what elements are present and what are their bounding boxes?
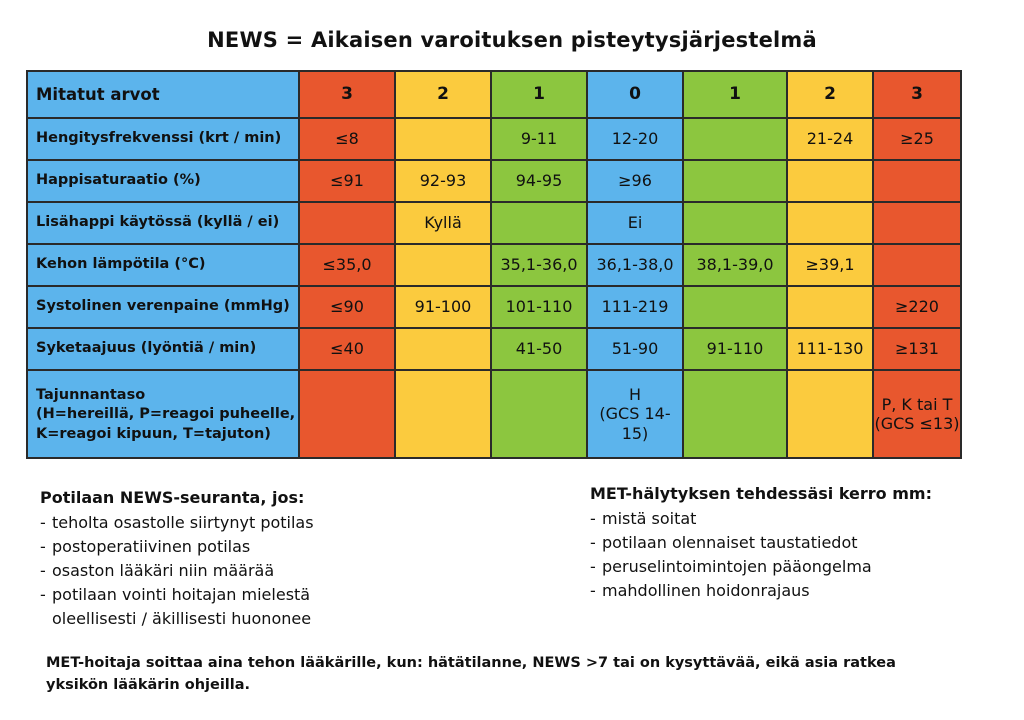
table-cell: ≤90: [298, 285, 396, 329]
table-cell: [682, 285, 788, 329]
score-header: 3: [872, 70, 962, 119]
row-label: Systolinen verenpaine (mmHg): [26, 285, 300, 329]
table-cell: 92-93: [394, 159, 492, 203]
table-cell: [786, 285, 874, 329]
table-cell: [872, 243, 962, 287]
table-cell: 38,1-39,0: [682, 243, 788, 287]
row-label: Lisähappi käytössä (kyllä / ei): [26, 201, 300, 245]
page-title: NEWS = Aikaisen varoituksen pisteytysjär…: [207, 28, 817, 52]
score-header: 2: [394, 70, 492, 119]
score-header: 2: [786, 70, 874, 119]
table-cell: [786, 159, 874, 203]
row-label-line: K=reagoi kipuun, T=tajuton): [36, 425, 271, 442]
row-label: Hengitysfrekvenssi (krt / min): [26, 117, 300, 161]
row-label: Syketaajuus (lyöntiä / min): [26, 327, 300, 371]
table-cell: 36,1-38,0: [586, 243, 684, 287]
table-cell: ≥25: [872, 117, 962, 161]
table-cell: 35,1-36,0: [490, 243, 588, 287]
table-cell: [682, 369, 788, 459]
table-row: Syketaajuus (lyöntiä / min) ≤40 41-50 51-90…: [26, 327, 962, 371]
table-row: Kehon lämpötila (°C) ≤35,0 35,1-36,0 36,1-3…: [26, 243, 962, 287]
list-item: potilaan vointi hoitajan mielestä oleell…: [40, 583, 352, 631]
list-item: potilaan olennaiset taustatiedot: [590, 531, 990, 555]
table-cell: [872, 201, 962, 245]
table-cell: [872, 159, 962, 203]
table-row: Hengitysfrekvenssi (krt / min) ≤8 9-11 12-2…: [26, 117, 962, 161]
table-cell: [490, 369, 588, 459]
news-score-table: Mitatut arvot 3 2 1 0 1 2 3 Hengitysfrek…: [26, 70, 962, 459]
table-cell: [786, 369, 874, 459]
table-cell: 21-24: [786, 117, 874, 161]
table-cell: 91-100: [394, 285, 492, 329]
table-cell: 111-130: [786, 327, 874, 371]
score-header: 1: [682, 70, 788, 119]
table-cell: [682, 117, 788, 161]
table-cell: ≥39,1: [786, 243, 874, 287]
table-cell: [490, 201, 588, 245]
table-cell: [394, 369, 492, 459]
table-cell: [298, 201, 396, 245]
table-cell: [394, 117, 492, 161]
score-header: 3: [298, 70, 396, 119]
table-cell: 94-95: [490, 159, 588, 203]
row-label-line: Tajunnantaso: [36, 387, 146, 404]
table-cell: 111-219: [586, 285, 684, 329]
table-cell: [298, 369, 396, 459]
table-cell: [394, 327, 492, 371]
table-cell: ≤8: [298, 117, 396, 161]
table-row: Lisähappi käytössä (kyllä / ei) Kyllä Ei: [26, 201, 962, 245]
met-alert-checklist: MET-hälytyksen tehdessäsi kerro mm: mist…: [590, 482, 990, 603]
list-item: peruselintoimintojen pääongelma: [590, 555, 990, 579]
table-cell: ≤91: [298, 159, 396, 203]
cell-line: P, K tai T: [881, 394, 953, 414]
score-header: 1: [490, 70, 588, 119]
table-cell: 12-20: [586, 117, 684, 161]
table-cell: 41-50: [490, 327, 588, 371]
table-cell: ≥96: [586, 159, 684, 203]
right-block-title: MET-hälytyksen tehdessäsi kerro mm:: [590, 484, 932, 503]
table-cell: 91-110: [682, 327, 788, 371]
table-cell: 9-11: [490, 117, 588, 161]
table-cell: Ei: [586, 201, 684, 245]
table-cell: [786, 201, 874, 245]
table-header-row: Mitatut arvot 3 2 1 0 1 2 3: [26, 70, 962, 119]
cell-line: (GCS ≤13): [874, 414, 960, 433]
header-label: Mitatut arvot: [26, 70, 300, 119]
table-row: Happisaturaatio (%) ≤91 92-93 94-95 ≥96: [26, 159, 962, 203]
table-cell: [394, 243, 492, 287]
list-item: osaston lääkäri niin määrää: [40, 559, 510, 583]
list-item: teholta osastolle siirtynyt potilas: [40, 511, 510, 535]
row-label: Happisaturaatio (%): [26, 159, 300, 203]
table-cell: Kyllä: [394, 201, 492, 245]
table-cell: ≥131: [872, 327, 962, 371]
footer-note: MET-hoitaja soittaa aina tehon lääkärill…: [46, 655, 896, 694]
row-label: Kehon lämpötila (°C): [26, 243, 300, 287]
table-row: Systolinen verenpaine (mmHg) ≤90 91-100 101…: [26, 285, 962, 329]
score-header: 0: [586, 70, 684, 119]
left-block-title: Potilaan NEWS-seuranta, jos:: [40, 488, 305, 507]
list-item: mistä soitat: [590, 507, 990, 531]
row-label-line: (H=hereillä, P=reagoi puheelle,: [36, 406, 296, 423]
table-cell: ≥220: [872, 285, 962, 329]
news-monitoring-criteria: Potilaan NEWS-seuranta, jos: teholta osa…: [40, 486, 510, 631]
table-cell: [682, 159, 788, 203]
table-cell: ≤40: [298, 327, 396, 371]
table-cell: ≤35,0: [298, 243, 396, 287]
table-cell: 51-90: [586, 327, 684, 371]
table-cell: P, K tai T (GCS ≤13): [872, 369, 962, 459]
table-cell: H (GCS 14-15): [586, 369, 684, 459]
row-label: Tajunnantaso (H=hereillä, P=reagoi puhee…: [26, 369, 300, 459]
table-cell: [682, 201, 788, 245]
table-cell: 101-110: [490, 285, 588, 329]
list-item: mahdollinen hoidonrajaus: [590, 579, 990, 603]
cell-line: (GCS 14-15): [599, 404, 671, 443]
table-row-consciousness: Tajunnantaso (H=hereillä, P=reagoi puhee…: [26, 369, 962, 459]
list-item: postoperatiivinen potilas: [40, 535, 510, 559]
cell-line: H: [628, 385, 642, 405]
